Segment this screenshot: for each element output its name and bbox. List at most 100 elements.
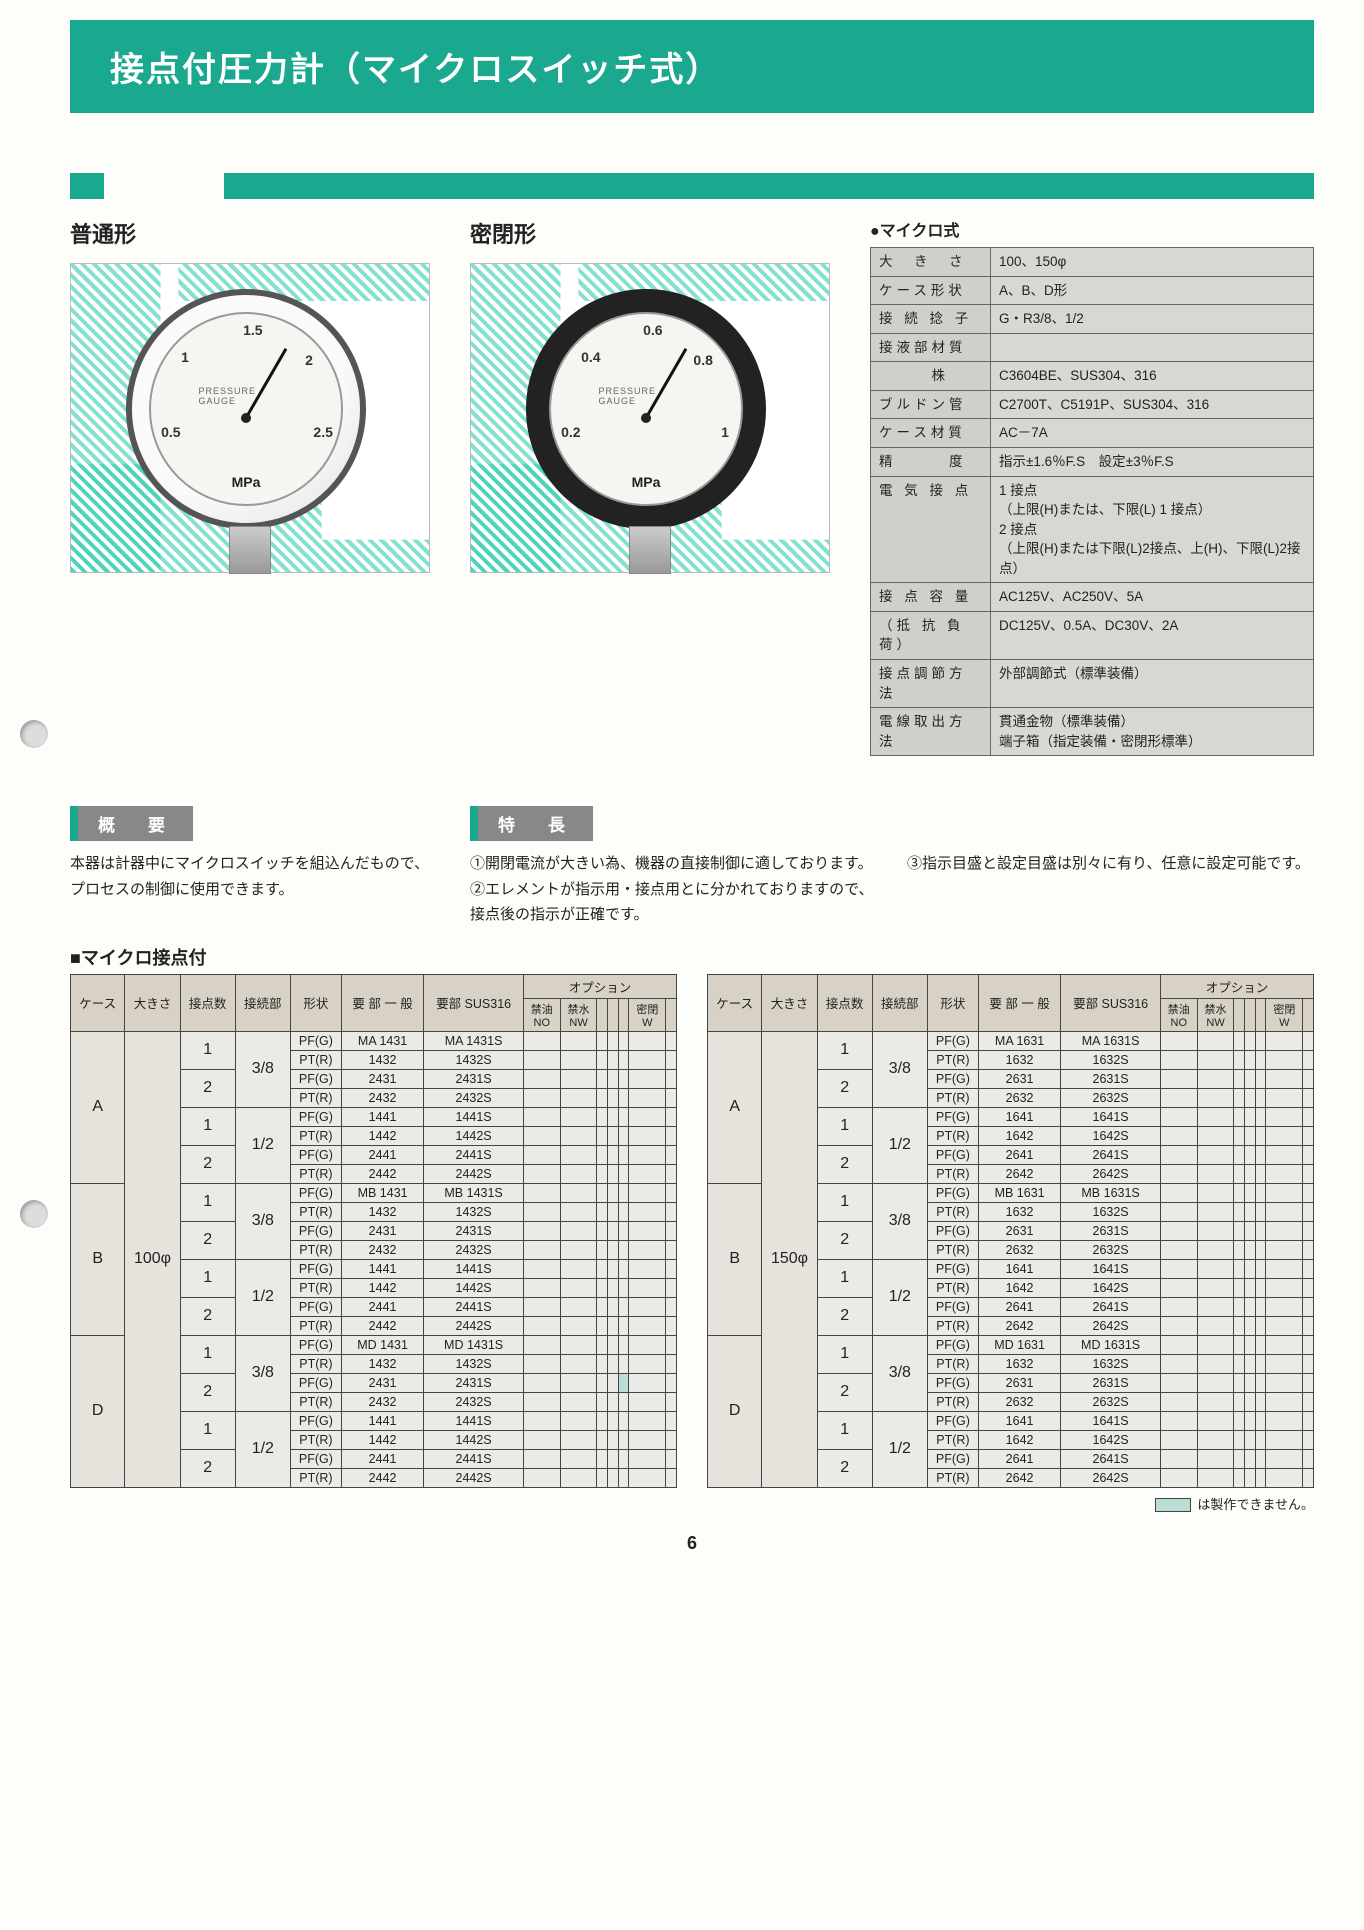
cell-option — [560, 1259, 597, 1278]
cell-general: 2441 — [341, 1297, 423, 1316]
cell-option — [629, 1259, 666, 1278]
cell-sus316: 2431S — [424, 1221, 524, 1240]
cell-general: 1432 — [341, 1354, 423, 1373]
cell-option — [666, 1107, 677, 1126]
cell-option — [1245, 1145, 1256, 1164]
cell-option — [560, 1069, 597, 1088]
cell-option — [629, 1278, 666, 1297]
gauge-tick: 1 — [721, 424, 729, 440]
cell-option — [1266, 1278, 1303, 1297]
cell-option — [666, 1221, 677, 1240]
cell-sus316: 1641S — [1061, 1411, 1161, 1430]
cell-option — [618, 1335, 629, 1354]
cell-option — [629, 1392, 666, 1411]
cell-size: 150φ — [762, 1031, 817, 1487]
cell-option — [666, 1297, 677, 1316]
cell-form: PF(G) — [927, 1411, 978, 1430]
cell-option — [1160, 1430, 1197, 1449]
cell-contacts: 2 — [180, 1373, 235, 1411]
data-table-right: ケース大きさ接点数接続部形状要 部 一 般要部 SUS316オプション禁油 NO… — [707, 974, 1314, 1488]
tables-row: ケース大きさ接点数接続部形状要 部 一 般要部 SUS316オプション禁油 NO… — [70, 974, 1314, 1488]
cell-option — [1197, 1468, 1234, 1487]
cell-general: 1441 — [341, 1411, 423, 1430]
spec-key: 接 続 捻 子 — [871, 305, 991, 334]
spec-key: （抵 抗 負 荷） — [871, 611, 991, 659]
cell-option — [1266, 1088, 1303, 1107]
cell-option — [1255, 1392, 1266, 1411]
cell-option — [629, 1050, 666, 1069]
table-header: 要 部 一 般 — [978, 974, 1060, 1031]
gauges-row: 普通形 0.5 1 1.5 2 2.5 PRESSURE GAUGE MPa — [70, 217, 1314, 756]
cell-general: 1642 — [978, 1126, 1060, 1145]
cell-option — [618, 1278, 629, 1297]
cell-option — [618, 1468, 629, 1487]
cell-option — [1234, 1088, 1245, 1107]
cell-option — [1160, 1031, 1197, 1050]
cell-general: 2442 — [341, 1164, 423, 1183]
table-header: ケース — [708, 974, 762, 1031]
cell-option — [629, 1202, 666, 1221]
cell-option — [1245, 1354, 1256, 1373]
cell-option — [1303, 1411, 1314, 1430]
cell-option — [560, 1354, 597, 1373]
cell-case: A — [708, 1031, 762, 1183]
table-subheader — [1234, 998, 1245, 1031]
cell-form: PF(G) — [927, 1107, 978, 1126]
cell-option — [523, 1202, 560, 1221]
gauge-sealed-label: 密閉形 — [470, 217, 840, 249]
cell-option — [560, 1430, 597, 1449]
table-subheader: 密閉 W — [629, 998, 666, 1031]
cell-option — [597, 1259, 608, 1278]
cell-option — [608, 1449, 619, 1468]
cell-option — [629, 1430, 666, 1449]
gauge-sealed-image: 0.2 0.4 0.6 0.8 1 PRESSURE GAUGE MPa — [470, 263, 830, 573]
cell-form: PT(R) — [290, 1050, 341, 1069]
cell-sus316: 1441S — [424, 1411, 524, 1430]
cell-general: 1442 — [341, 1126, 423, 1145]
cell-form: PT(R) — [927, 1468, 978, 1487]
cell-option — [1197, 1240, 1234, 1259]
cell-option — [629, 1126, 666, 1145]
cell-general: MD 1431 — [341, 1335, 423, 1354]
table-header: 形状 — [290, 974, 341, 1031]
cell-option — [1266, 1145, 1303, 1164]
cell-option — [608, 1202, 619, 1221]
cell-option — [1266, 1430, 1303, 1449]
cell-option — [597, 1031, 608, 1050]
cell-form: PF(G) — [290, 1297, 341, 1316]
cell-general: 1442 — [341, 1278, 423, 1297]
table-subheader: 禁油 NO — [1160, 998, 1197, 1031]
cell-option — [1245, 1278, 1256, 1297]
cell-option — [1234, 1430, 1245, 1449]
cell-option — [1197, 1259, 1234, 1278]
table-header: 接点数 — [817, 974, 872, 1031]
cell-option — [1245, 1164, 1256, 1183]
cell-form: PF(G) — [927, 1335, 978, 1354]
cell-option — [1234, 1050, 1245, 1069]
gauge-tick: 0.6 — [643, 322, 662, 338]
cell-contacts: 2 — [180, 1221, 235, 1259]
cell-option — [618, 1164, 629, 1183]
cell-sus316: MA 1431S — [424, 1031, 524, 1050]
cell-form: PF(G) — [290, 1449, 341, 1468]
cell-option — [597, 1411, 608, 1430]
table-header: ケース — [71, 974, 125, 1031]
cell-option — [666, 1373, 677, 1392]
cell-option — [523, 1126, 560, 1145]
page-title: 接点付圧力計（マイクロスイッチ式） — [70, 20, 1314, 113]
cell-option — [1160, 1107, 1197, 1126]
cell-option — [629, 1107, 666, 1126]
cell-option — [1197, 1278, 1234, 1297]
cell-option — [618, 1411, 629, 1430]
cell-option — [1266, 1221, 1303, 1240]
gauge-brand: PRESSURE GAUGE — [599, 386, 694, 406]
cell-option — [1197, 1221, 1234, 1240]
spec-key: 株 — [871, 362, 991, 391]
cell-option — [1245, 1297, 1256, 1316]
cell-option — [1160, 1449, 1197, 1468]
cell-option — [666, 1088, 677, 1107]
cell-form: PT(R) — [927, 1050, 978, 1069]
cell-option — [608, 1088, 619, 1107]
cell-option — [608, 1107, 619, 1126]
spec-title: ●マイクロ式 — [870, 217, 1314, 241]
